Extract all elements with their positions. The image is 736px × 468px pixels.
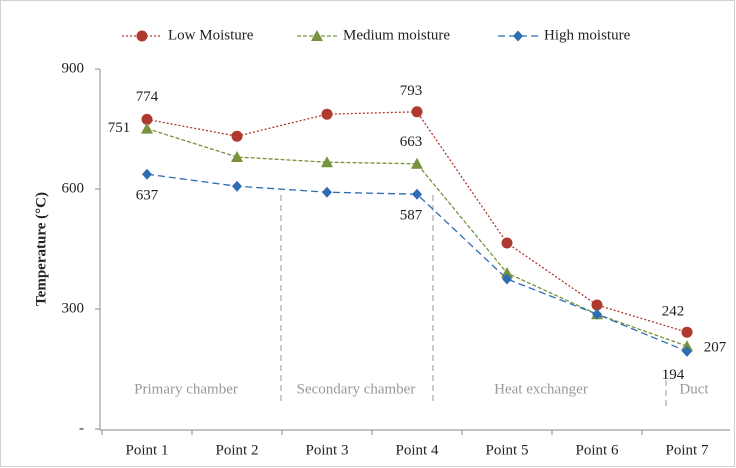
x-tick-label: Point 4	[396, 442, 439, 458]
point	[411, 106, 423, 118]
point	[231, 151, 243, 162]
data-label: 793	[400, 83, 423, 99]
point	[502, 273, 512, 285]
x-tick-label: Point 1	[126, 442, 169, 458]
point	[513, 30, 523, 42]
point	[321, 108, 333, 120]
x-tick-label: Point 5	[486, 442, 529, 458]
point	[322, 186, 332, 198]
y-tick-label: -	[79, 420, 84, 436]
point	[232, 180, 242, 192]
y-tick-label: 600	[62, 180, 85, 196]
point	[141, 122, 153, 134]
data-label: 637	[136, 188, 159, 204]
y-tick-label: 900	[62, 60, 85, 76]
legend-label: Low Moisture	[168, 27, 254, 43]
point	[682, 345, 692, 357]
data-label: 207	[704, 340, 727, 356]
legend-label: Medium moisture	[343, 27, 450, 43]
data-label: 774	[136, 89, 159, 105]
annotation: Duct	[679, 381, 709, 397]
point	[681, 326, 693, 338]
x-tick-label: Point 6	[576, 442, 619, 458]
point	[231, 130, 243, 142]
legend-label: High moisture	[544, 27, 631, 43]
annotation: Primary chamber	[134, 381, 238, 397]
point	[592, 308, 602, 320]
x-tick-label: Point 2	[216, 442, 259, 458]
point	[311, 30, 323, 41]
x-tick-label: Point 3	[306, 442, 349, 458]
data-label: 751	[108, 120, 131, 136]
data-label: 194	[662, 367, 685, 383]
data-label: 587	[400, 208, 423, 224]
data-label: 663	[400, 134, 423, 150]
point	[321, 156, 333, 168]
point	[142, 168, 152, 180]
y-tick-label: 300	[62, 300, 85, 316]
data-label: 242	[662, 304, 685, 320]
point	[501, 267, 513, 278]
x-tick-label: Point 7	[666, 442, 709, 458]
point	[591, 299, 603, 311]
point	[411, 157, 423, 169]
point	[141, 113, 153, 125]
point	[412, 188, 422, 200]
point	[501, 237, 513, 249]
annotation: Secondary chamber	[297, 381, 416, 397]
point	[136, 30, 148, 42]
y-axis-label: Temperature (°C)	[33, 192, 49, 306]
annotation: Heat exchanger	[494, 381, 588, 397]
point	[681, 340, 693, 352]
